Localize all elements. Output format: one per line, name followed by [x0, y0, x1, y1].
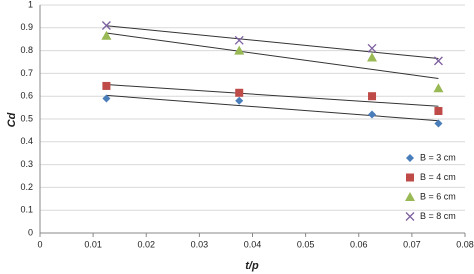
y-tick-label: 0.3 [20, 159, 33, 169]
y-axis-title: Cd [6, 112, 18, 127]
y-tick-label: 0.4 [20, 136, 33, 146]
point [434, 107, 443, 116]
trendline [106, 94, 439, 122]
y-tick-label: 0.1 [20, 205, 33, 215]
x-tick-label: 0.06 [350, 239, 368, 249]
x-tick-label: 0.04 [244, 239, 262, 249]
point [367, 52, 378, 62]
x-tick-label: 0.05 [297, 239, 315, 249]
point [433, 56, 443, 66]
legend-label: B = 4 cm [420, 172, 456, 182]
x-tick-label: 0.07 [403, 239, 421, 249]
point [368, 110, 377, 119]
y-tick-label: 0 [28, 227, 33, 237]
y-tick-label: 0.2 [20, 182, 33, 192]
point [368, 92, 377, 101]
point [234, 35, 244, 45]
y-tick-label: 0.8 [20, 45, 33, 55]
point [101, 21, 111, 30]
x-tick-label: 0.08 [456, 239, 474, 249]
trendline [106, 32, 439, 79]
point [235, 88, 244, 97]
point [433, 83, 444, 93]
point [234, 45, 245, 55]
point [102, 94, 111, 103]
y-tick-label: 0.9 [20, 22, 33, 32]
y-tick-label: 0.7 [20, 68, 33, 78]
legend-label: B = 8 cm [420, 211, 456, 221]
point [101, 30, 112, 40]
x-tick-label: 0.03 [191, 239, 209, 249]
point [367, 43, 377, 53]
x-tick-label: 0 [37, 239, 42, 249]
point [235, 96, 244, 105]
point [434, 119, 443, 128]
x-tick-label: 0.01 [84, 239, 102, 249]
legend-marker [405, 212, 415, 221]
legend-marker [406, 173, 414, 182]
point [102, 81, 111, 90]
legend-label: B = 6 cm [420, 191, 456, 201]
y-tick-label: 0.5 [20, 113, 33, 123]
legend-label: B = 3 cm [420, 152, 456, 162]
y-tick-label: 0.6 [20, 91, 33, 101]
legend: B = 3 cm B = 4 cm B = 6 cm B = 8 cm [405, 152, 456, 221]
x-axis-title: t/p [245, 260, 259, 272]
trendline [106, 84, 439, 107]
y-tick-label: 1 [28, 0, 33, 9]
x-tick-label: 0.02 [137, 239, 155, 249]
trendline [106, 25, 439, 60]
legend-marker [406, 154, 414, 162]
legend-marker [405, 192, 415, 201]
